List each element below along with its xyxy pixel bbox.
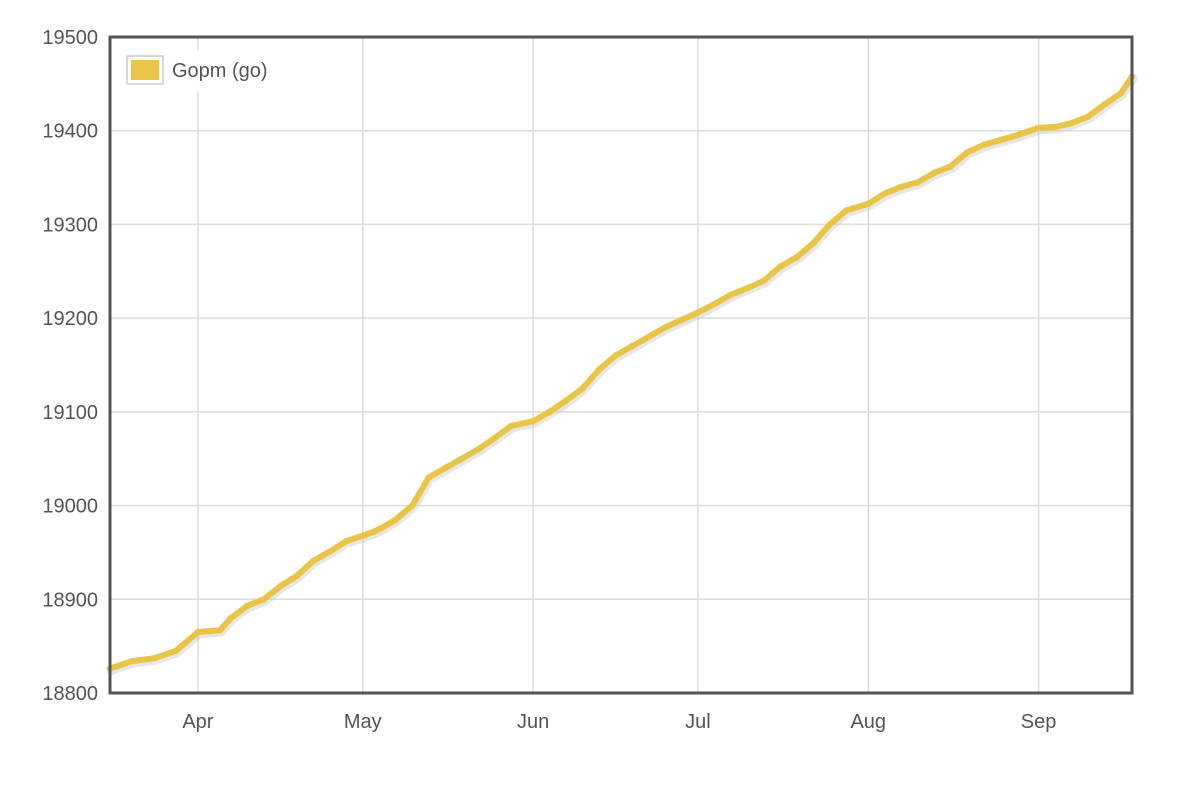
data-point bbox=[227, 614, 235, 622]
data-point bbox=[777, 263, 784, 270]
x-axis-ticks: Apr May Jun Jul Aug Sep bbox=[182, 711, 1056, 733]
y-tick-label: 18900 bbox=[42, 589, 98, 611]
data-point bbox=[612, 352, 619, 359]
data-point bbox=[1013, 132, 1020, 139]
data-point bbox=[392, 516, 399, 523]
data-point bbox=[260, 596, 268, 603]
data-point bbox=[310, 557, 317, 565]
x-tick-label: Sep bbox=[1021, 711, 1057, 733]
y-tick-label: 19500 bbox=[42, 27, 98, 49]
data-point bbox=[760, 277, 768, 284]
data-point bbox=[425, 474, 432, 481]
data-point bbox=[645, 333, 652, 341]
x-tick-label: May bbox=[344, 711, 382, 733]
data-point bbox=[1117, 90, 1125, 97]
data-point bbox=[661, 324, 669, 331]
data-point bbox=[491, 434, 498, 442]
data-point bbox=[128, 657, 136, 665]
data-point bbox=[579, 385, 586, 392]
data-point bbox=[947, 163, 954, 170]
legend[interactable]: Gopm (go) bbox=[118, 50, 292, 92]
series-line-shadow bbox=[106, 73, 1138, 676]
data-point bbox=[359, 532, 366, 539]
data-point bbox=[343, 537, 350, 545]
x-tick-label: Aug bbox=[850, 711, 886, 733]
data-point bbox=[277, 582, 284, 590]
data-point bbox=[1084, 113, 1092, 120]
data-point bbox=[293, 572, 301, 580]
data-point bbox=[458, 455, 465, 462]
data-point bbox=[562, 397, 570, 404]
data-point bbox=[678, 316, 685, 324]
y-axis-ticks: 18800 18900 19000 19100 19200 19300 19400 19500 bbox=[42, 27, 98, 705]
data-point bbox=[529, 418, 537, 425]
data-point bbox=[628, 343, 636, 350]
data-point bbox=[843, 207, 850, 214]
data-point bbox=[1051, 123, 1059, 131]
data-point bbox=[172, 647, 180, 655]
data-point bbox=[881, 190, 888, 197]
data-point bbox=[595, 366, 603, 373]
data-point bbox=[1035, 124, 1042, 132]
data-point bbox=[381, 522, 388, 530]
data-point bbox=[963, 149, 971, 156]
data-point bbox=[507, 422, 515, 430]
y-tick-label: 19400 bbox=[42, 121, 98, 143]
data-point bbox=[914, 179, 921, 186]
x-tick-label: Apr bbox=[182, 711, 213, 733]
legend-label: Gopm (go) bbox=[172, 60, 268, 82]
data-point bbox=[793, 254, 801, 261]
plot-frame bbox=[108, 35, 1134, 695]
y-tick-label: 19000 bbox=[42, 496, 98, 518]
data-point bbox=[1068, 120, 1075, 127]
data-point bbox=[546, 408, 553, 416]
y-tick-label: 18800 bbox=[42, 683, 98, 705]
data-point bbox=[150, 655, 158, 662]
x-tick-label: Jun bbox=[517, 711, 549, 733]
legend-swatch bbox=[131, 60, 159, 80]
grid bbox=[110, 36, 1132, 694]
y-tick-label: 19100 bbox=[42, 402, 98, 424]
data-point bbox=[980, 141, 987, 148]
series-layer bbox=[106, 73, 1138, 676]
data-point bbox=[865, 200, 872, 208]
data-point bbox=[441, 464, 449, 472]
data-point bbox=[930, 169, 938, 177]
series-line bbox=[107, 73, 1135, 672]
y-tick-label: 19200 bbox=[42, 308, 98, 330]
data-point bbox=[694, 309, 702, 316]
data-point bbox=[474, 446, 482, 453]
y-tick-label: 19300 bbox=[42, 214, 98, 236]
data-point bbox=[744, 284, 751, 292]
data-point bbox=[370, 528, 377, 536]
data-point bbox=[826, 221, 833, 228]
x-tick-label: Jul bbox=[685, 711, 711, 733]
data-point bbox=[898, 183, 905, 191]
data-point bbox=[216, 627, 224, 634]
data-point bbox=[194, 628, 202, 636]
data-point bbox=[409, 502, 416, 509]
data-point bbox=[810, 239, 817, 247]
data-point bbox=[244, 602, 251, 610]
data-point bbox=[727, 291, 735, 298]
data-point bbox=[1101, 101, 1108, 108]
data-point bbox=[711, 300, 718, 308]
data-point bbox=[996, 136, 1004, 144]
data-point bbox=[326, 548, 333, 555]
